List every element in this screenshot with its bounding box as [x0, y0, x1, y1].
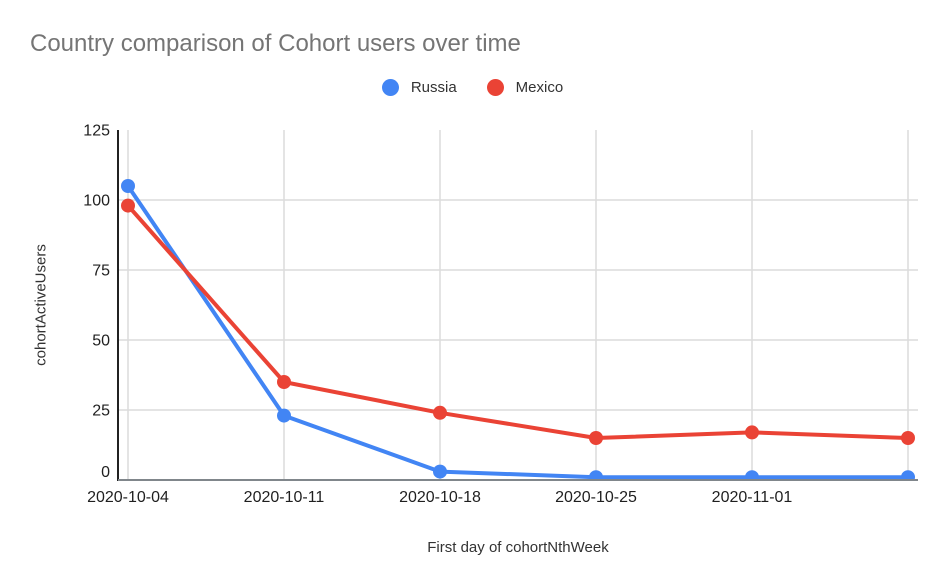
data-point-mexico-3[interactable]: [589, 431, 603, 445]
data-point-mexico-2[interactable]: [433, 405, 447, 420]
y-tick-label-100: 100: [83, 193, 110, 210]
y-tick-label-25: 25: [92, 403, 110, 420]
legend-item-mexico[interactable]: Mexico: [486, 79, 564, 96]
data-point-mexico-1[interactable]: [277, 375, 291, 389]
data-point-russia-2[interactable]: [433, 464, 447, 479]
y-tick-label-50: 50: [92, 333, 110, 350]
y-tick-label-75: 75: [92, 263, 110, 280]
series-line-russia: [126, 184, 910, 480]
x-tick-label-4: 2020-11-01: [712, 489, 793, 506]
legend-label-mexico: Mexico: [515, 79, 564, 96]
data-point-mexico-4[interactable]: [745, 425, 759, 440]
legend-label-russia: Russia: [410, 79, 457, 96]
chart-legend: Russia Mexico: [0, 79, 945, 96]
y-tick-label-125: 125: [83, 123, 110, 140]
data-point-mexico-5[interactable]: [901, 431, 915, 445]
data-point-mexico-0[interactable]: [121, 198, 135, 213]
chart-title: Country comparison of Cohort users over …: [30, 30, 521, 57]
legend-marker-russia: [381, 79, 399, 96]
y-axis-title: cohortActiveUsers: [32, 244, 50, 366]
series-line-mexico: [126, 203, 910, 440]
x-axis-title: First day of cohortNthWeek: [427, 539, 609, 556]
legend-marker-mexico: [486, 79, 504, 96]
x-tick-label-2: 2020-10-18: [399, 489, 481, 506]
data-point-russia-3[interactable]: [589, 470, 603, 484]
x-tick-label-0: 2020-10-04: [87, 489, 169, 506]
data-point-russia-0[interactable]: [121, 179, 135, 193]
data-point-russia-4[interactable]: [745, 470, 759, 484]
data-point-russia-1[interactable]: [277, 408, 291, 423]
y-tick-label-0: 0: [101, 464, 110, 481]
legend-item-russia[interactable]: Russia: [381, 79, 457, 96]
x-tick-label-3: 2020-10-25: [555, 489, 637, 506]
data-point-russia-5[interactable]: [901, 470, 915, 484]
x-tick-label-1: 2020-10-11: [244, 489, 325, 506]
